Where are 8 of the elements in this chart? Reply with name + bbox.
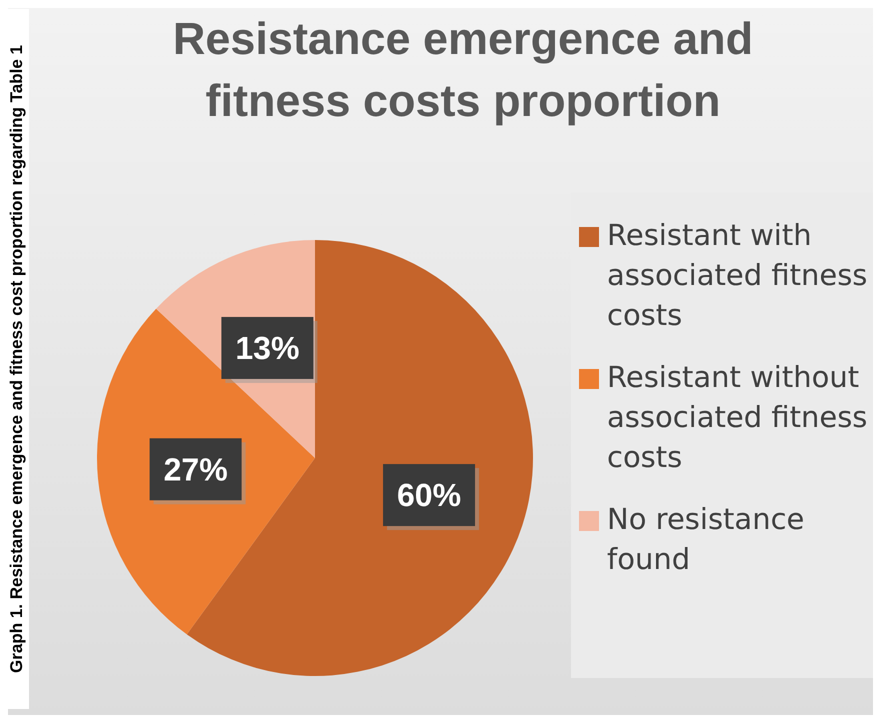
data-label: 60% <box>397 477 462 514</box>
legend-label: Resistant with associated fitness costs <box>607 217 868 334</box>
legend-label: Resistant without associated fitness costs <box>607 359 868 476</box>
data-label: 13% <box>235 330 300 366</box>
caption: Graph 1. Resistance emergence and fitness cost proportion regarding Table 1 <box>7 9 29 709</box>
data-label: 27% <box>164 451 228 488</box>
legend-label: No resistance found <box>607 501 806 578</box>
chart-title: Resistance emergence and fitness costs proportion <box>172 12 754 128</box>
